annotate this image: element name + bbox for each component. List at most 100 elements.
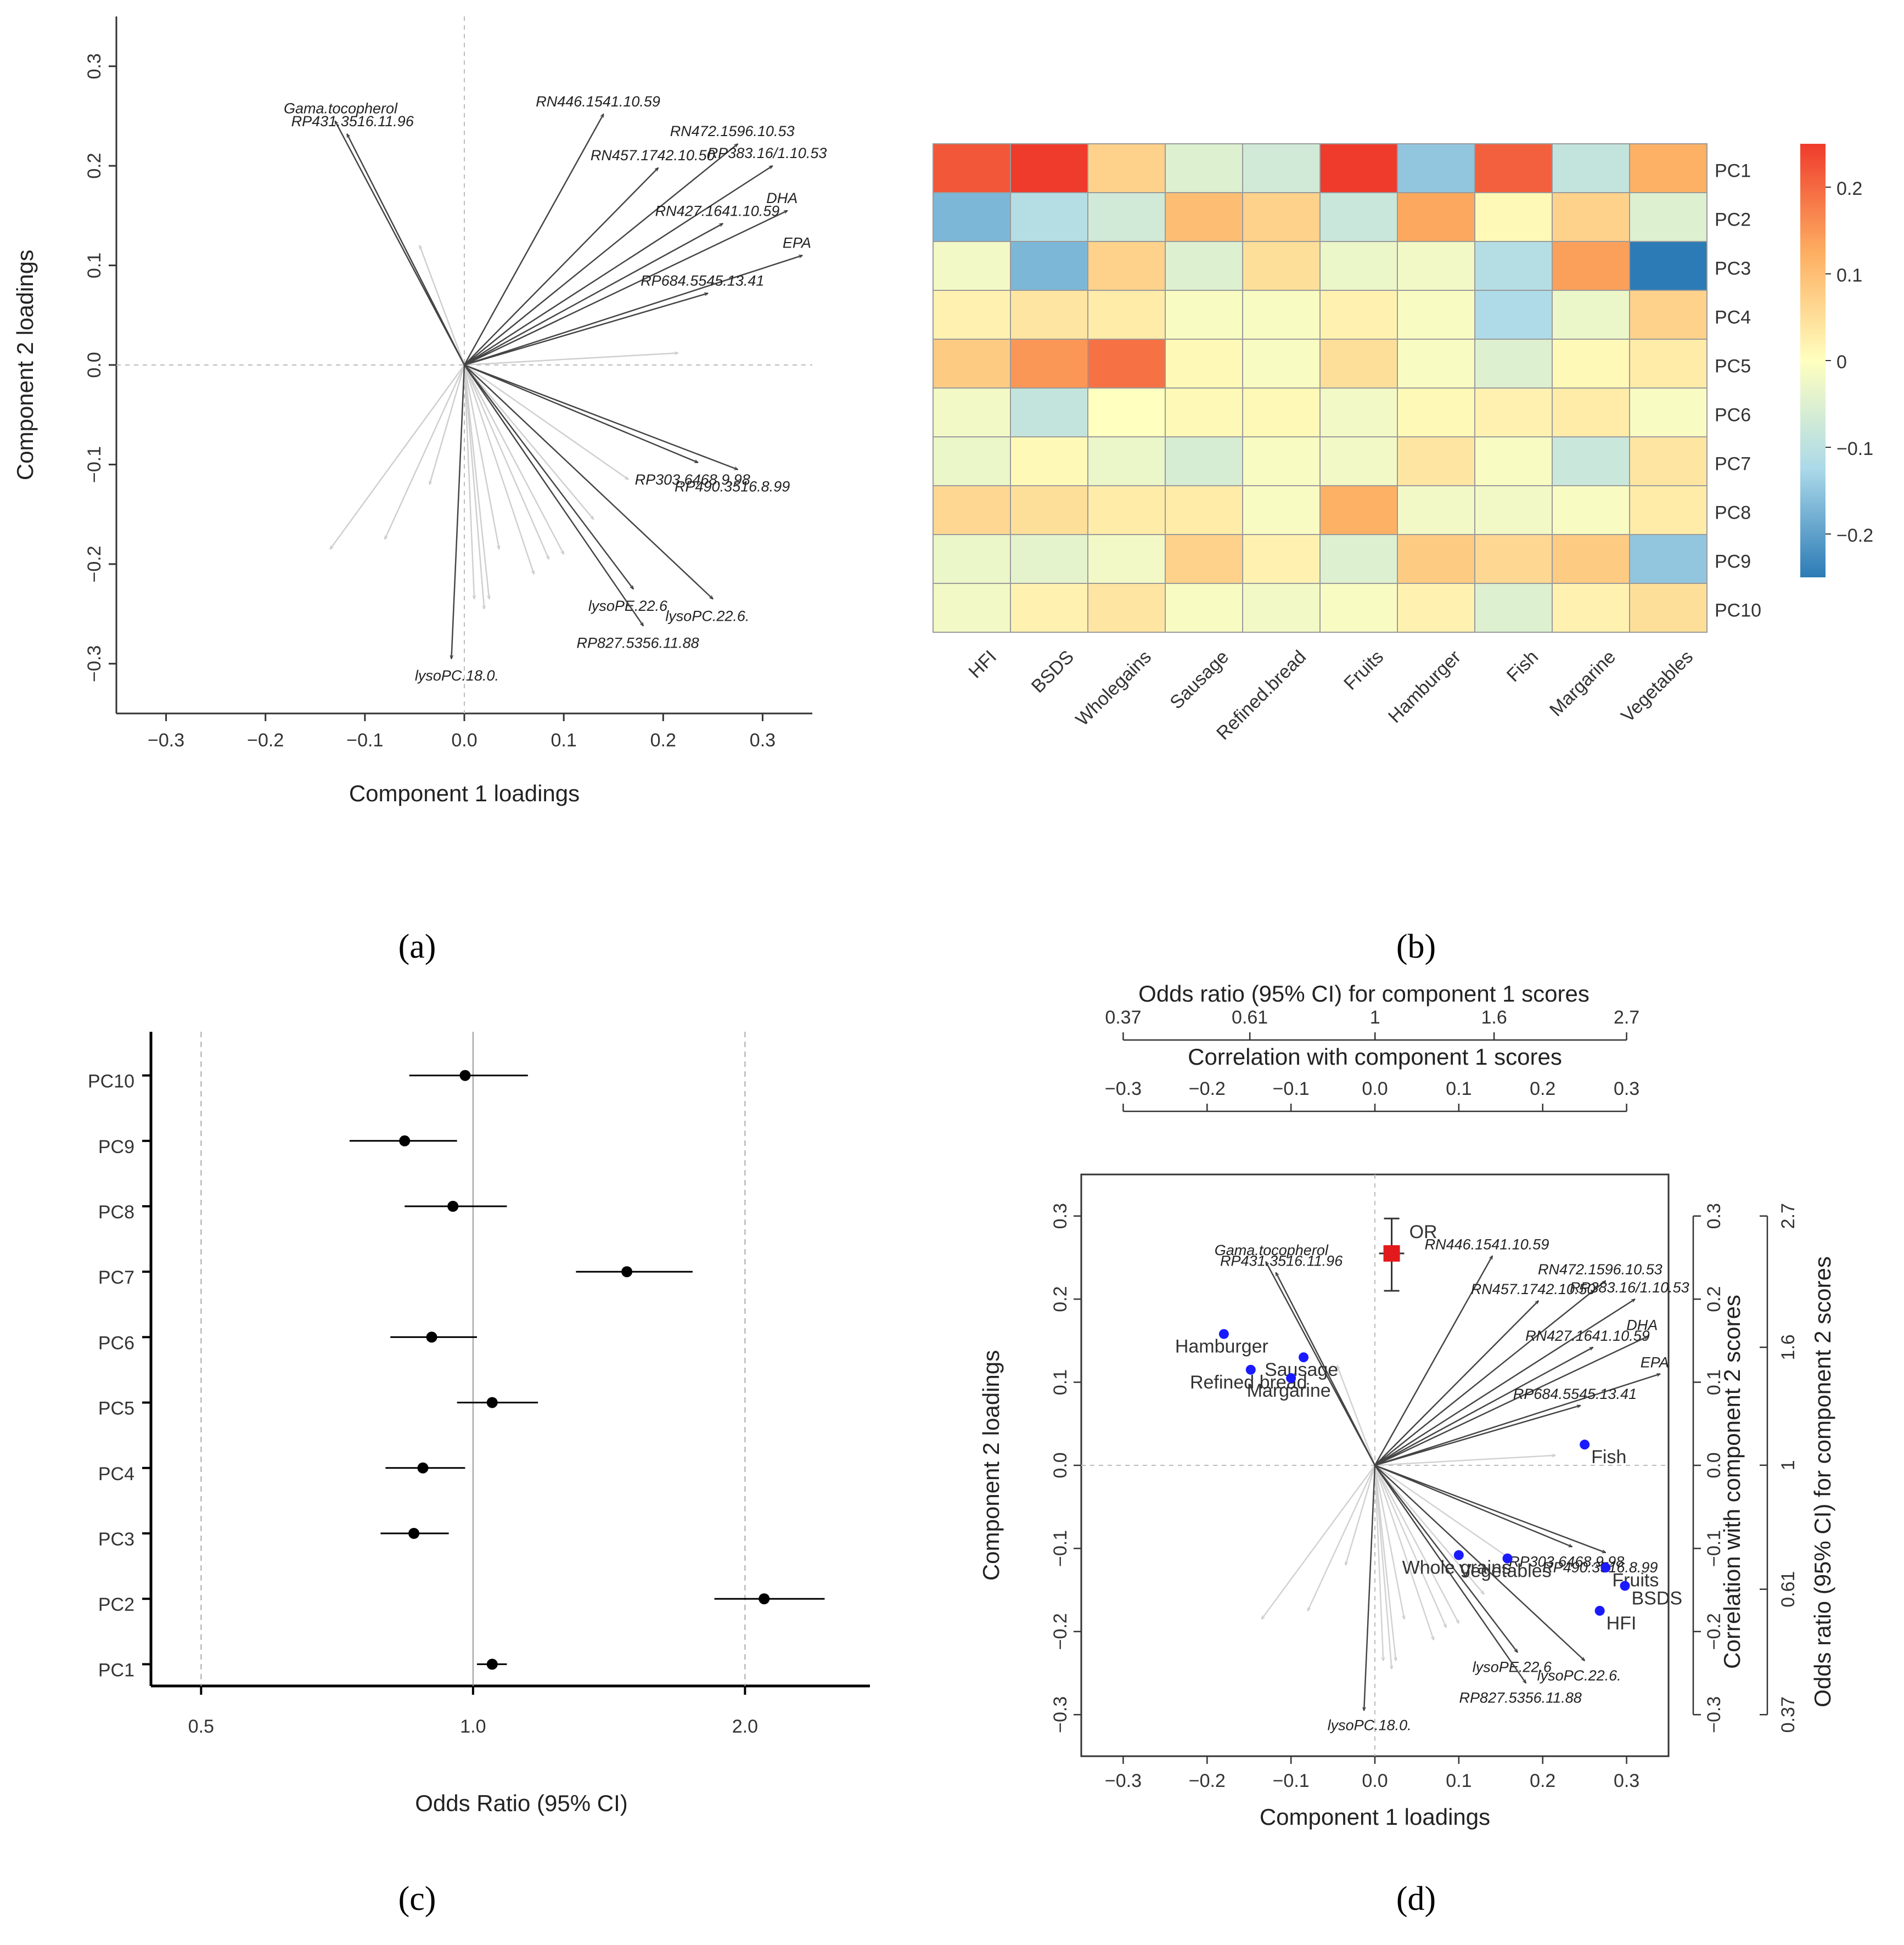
loading-label-rp684-5545-13-41: RP684.5545.13.41 bbox=[1513, 1386, 1637, 1402]
heat-cell-pc1-fish bbox=[1474, 143, 1553, 193]
heat-cell-pc5-hfi bbox=[933, 339, 1011, 389]
food-label-margarine: Margarine bbox=[1247, 1380, 1331, 1401]
forest-point-pc5 bbox=[486, 1397, 498, 1408]
heat-cell-pc8-margarine bbox=[1552, 485, 1630, 535]
heat-col-label: Fruits bbox=[1340, 647, 1388, 694]
loading-label-rp827-5356-11-88: RP827.5356.11.88 bbox=[1459, 1690, 1582, 1706]
food-point-margarine bbox=[1286, 1373, 1296, 1383]
heat-cell-pc3-wholegains bbox=[1087, 241, 1166, 291]
heat-cell-pc8-fruits bbox=[1319, 485, 1398, 535]
y-tick-label: 0.3 bbox=[1050, 1203, 1071, 1229]
heat-cell-pc5-sausage bbox=[1165, 339, 1243, 389]
loading-arrow-dha bbox=[1374, 1336, 1648, 1466]
heat-cell-pc9-hfi bbox=[933, 534, 1011, 584]
heat-col-label: Hamburger bbox=[1384, 647, 1465, 727]
heat-cell-pc5-fish bbox=[1474, 339, 1553, 389]
colorbar-tick-label: −0.1 bbox=[1836, 439, 1873, 459]
panel-a-loadings-biplot: −0.3 −0.2 −0.1 0.0 0.1 0.2 0.3 −0.3 −0.2 −0.1 0.0 0… bbox=[12, 16, 827, 806]
panel-b-heatmap: PC1 PC2 PC3 PC4 PC5 PC6 PC7 PC8 PC9 PC10 HFI BSDSWh… bbox=[933, 143, 1873, 744]
loading-label-rn427-1641-10-59: RN427.1641.10.59 bbox=[1525, 1328, 1650, 1344]
right-or-tick-label: 0.37 bbox=[1778, 1696, 1799, 1733]
heat-cell-pc3-fish bbox=[1474, 241, 1553, 291]
colorbar bbox=[1800, 144, 1826, 577]
loading-arrow-rp490-3516-8-99 bbox=[464, 364, 738, 470]
food-point-bsds bbox=[1620, 1581, 1630, 1591]
heat-cell-pc2-margarine bbox=[1552, 192, 1630, 242]
right-corr-tick-label: 0.3 bbox=[1704, 1203, 1725, 1229]
unlabeled-loading-arrow bbox=[463, 364, 550, 559]
top-corr-tick-label: −0.3 bbox=[1105, 1078, 1142, 1099]
x-tick-label: 0.3 bbox=[1614, 1770, 1639, 1791]
heat-cell-pc1-wholegains bbox=[1087, 143, 1166, 193]
x-tick-label: 0.2 bbox=[1530, 1770, 1555, 1791]
forest-row-label: PC7 bbox=[98, 1267, 134, 1288]
x-tick-label: 0.3 bbox=[750, 730, 776, 751]
heat-cell-pc10-hfi bbox=[933, 583, 1011, 633]
right-or-tick-label: 1 bbox=[1778, 1460, 1799, 1470]
unlabeled-loading-arrow bbox=[464, 353, 678, 366]
forest-point-pc10 bbox=[459, 1070, 471, 1081]
unlabeled-loading-arrow bbox=[1307, 1465, 1376, 1611]
heat-row-label: PC3 bbox=[1715, 258, 1751, 279]
loading-label-rp383-16-1-10-53: RP383.16/1.10.53 bbox=[707, 145, 827, 161]
loading-arrow-rn446-1541-10-59 bbox=[1374, 1256, 1493, 1466]
y-tick-label: 0.0 bbox=[84, 352, 105, 378]
heat-cell-pc1-fruits bbox=[1319, 143, 1398, 193]
y-tick-label: 0.2 bbox=[84, 153, 105, 179]
loading-label-lysopc-18-0: lysoPC.18.0. bbox=[415, 667, 499, 684]
heat-row-label: PC4 bbox=[1715, 307, 1751, 328]
heat-cell-pc7-margarine bbox=[1552, 436, 1630, 486]
heat-col-label: Vegetables bbox=[1617, 647, 1697, 727]
loading-arrow-rp827-5356-11-88 bbox=[1374, 1465, 1526, 1683]
y-tick-label: −0.3 bbox=[84, 645, 105, 682]
loading-arrow-rn472-1596-10-53 bbox=[464, 144, 738, 366]
top-or-axis-title: Odds ratio (95% CI) for component 1 scor… bbox=[1138, 981, 1590, 1007]
food-label-whole-grains: Whole grains bbox=[1402, 1558, 1511, 1578]
loading-label-rn446-1541-10-59: RN446.1541.10.59 bbox=[1425, 1236, 1549, 1252]
forest-x-tick-label: 1.0 bbox=[460, 1716, 486, 1737]
top-or-tick-label: 1 bbox=[1370, 1007, 1380, 1028]
heat-cell-pc7-refined-bread bbox=[1242, 436, 1321, 486]
heat-cell-pc3-bsds bbox=[1010, 241, 1088, 291]
loading-label-rp490-3516-8-99: RP490.3516.8.99 bbox=[675, 479, 790, 495]
x-axis-title: Component 1 loadings bbox=[1260, 1804, 1490, 1830]
heat-cell-pc5-fruits bbox=[1319, 339, 1398, 389]
heat-row-label: PC6 bbox=[1715, 405, 1751, 426]
forest-point-pc7 bbox=[621, 1266, 633, 1278]
heat-cell-pc4-hfi bbox=[933, 290, 1011, 340]
top-or-tick-label: 0.61 bbox=[1232, 1007, 1268, 1028]
loading-label-rn472-1596-10-53: RN472.1596.10.53 bbox=[670, 123, 795, 139]
heat-cell-pc10-hamburger bbox=[1397, 583, 1475, 633]
x-tick-label: −0.1 bbox=[346, 730, 383, 751]
colorbar-tick-label: 0.2 bbox=[1836, 178, 1862, 199]
heat-cell-pc7-sausage bbox=[1165, 436, 1243, 486]
heat-cell-pc9-fish bbox=[1474, 534, 1553, 584]
heat-cell-pc1-hfi bbox=[933, 143, 1011, 193]
unlabeled-loading-arrow bbox=[1374, 1465, 1396, 1661]
top-or-tick-label: 1.6 bbox=[1481, 1007, 1507, 1028]
loading-arrow-rp827-5356-11-88 bbox=[463, 364, 643, 626]
food-point-refined-bread bbox=[1245, 1364, 1256, 1375]
heat-cell-pc3-hamburger bbox=[1397, 241, 1475, 291]
heat-cell-pc6-hfi bbox=[933, 387, 1011, 437]
unlabeled-loading-arrow bbox=[1374, 1464, 1513, 1561]
heat-cell-pc10-vegetables bbox=[1629, 583, 1708, 633]
loading-arrow-rn457-1742-10-50 bbox=[1374, 1301, 1538, 1466]
loading-label-rp827-5356-11-88: RP827.5356.11.88 bbox=[576, 634, 699, 651]
loading-arrow-rn472-1596-10-53 bbox=[1374, 1281, 1605, 1466]
or-marker-label: OR bbox=[1409, 1222, 1437, 1243]
heat-col-label: Margarine bbox=[1546, 647, 1620, 721]
heat-cell-pc6-refined-bread bbox=[1242, 387, 1321, 437]
heat-row-label: PC5 bbox=[1715, 356, 1751, 377]
heat-cell-pc5-vegetables bbox=[1629, 339, 1708, 389]
loading-label-rn427-1641-10-59: RN427.1641.10.59 bbox=[655, 203, 780, 219]
y-tick-label: −0.2 bbox=[1050, 1613, 1071, 1650]
food-point-fish bbox=[1580, 1440, 1590, 1450]
x-tick-label: −0.2 bbox=[247, 730, 284, 751]
loading-arrow-rp490-3516-8-99 bbox=[1374, 1464, 1605, 1554]
loading-arrow-epa bbox=[464, 255, 802, 366]
heat-cell-pc5-bsds bbox=[1010, 339, 1088, 389]
loading-label-lysope-22-6: lysoPE.22.6 bbox=[588, 598, 668, 614]
heat-row-label: PC10 bbox=[1715, 600, 1761, 621]
heat-cell-pc5-margarine bbox=[1552, 339, 1630, 389]
